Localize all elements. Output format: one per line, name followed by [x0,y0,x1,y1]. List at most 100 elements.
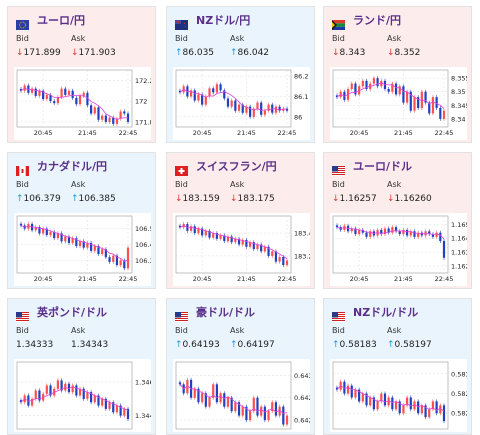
currency-pair-card[interactable]: 英ポンド/ドル Bid Ask 1.34333 1.34343 1.346 1.344 [7,298,156,435]
candle-body [241,406,244,416]
chart-frame [332,215,449,274]
arrow-up-icon: ↑ [387,340,395,350]
candle-body [108,402,111,409]
chart-x-tick-label: 22:45 [278,129,297,137]
arrow-up-icon: ↑ [230,340,238,350]
chart-y-tick-label: 8.345 [451,102,467,110]
candle-body [45,228,48,235]
chart-x-tick-label: 21:45 [237,275,256,283]
candle-body [343,381,346,394]
bid-value: ↑106.379 [16,194,61,204]
chart-y-tick-label: 1.162 [451,263,467,271]
currency-pair-name[interactable]: NZドル/ドル [353,306,419,319]
currency-pair-card[interactable]: NZドル/円 Bid Ask ↑86.035 ↑86.042 86.2 86.1 86 20:4… [166,6,315,143]
card-title[interactable]: NZドル/円 [175,13,251,30]
moving-average-line [336,385,445,412]
candlestick-chart[interactable]: 1.346 1.344 [14,359,151,432]
candle-body [186,379,189,394]
candle-body [226,98,230,107]
candle-body [274,106,278,113]
chart-x-tick-label: 21:45 [78,275,97,283]
currency-pair-card[interactable]: ランド/円BidAsk↓8.343↓8.3528.3558.358.3458.3… [323,6,472,143]
ask-label: Ask [230,34,245,43]
candle-body [178,382,182,385]
card-title[interactable]: スイスフラン/円 [175,159,277,176]
card-title[interactable]: ユーロ/ドル [332,159,413,176]
chart-y-tick-label: 86.2 [294,73,308,81]
candlestick-chart[interactable]: 172.2 172 171.8 20:45 21:45 22:45 [14,67,151,140]
candle-body [204,230,207,236]
currency-pair-card[interactable]: ユーロ/ドルBidAsk↓1.16257↓1.162601.1651.1641.… [323,152,472,289]
fx-rate-grid: ユーロ/円BidAsk↓171.899↓171.903172.2172171.8… [7,6,472,435]
currency-pair-name[interactable]: 英ポンド/ドル [37,306,108,319]
card-title[interactable]: カナダドル/円 [16,159,108,176]
candle-body [409,397,412,410]
currency-pair-name[interactable]: ユーロ/ドル [353,160,413,173]
arrow-down-icon: ↓ [175,194,183,204]
currency-pair-name[interactable]: ランド/円 [353,14,402,27]
candle-body [267,246,270,256]
candle-body [263,246,266,252]
candlestick-chart[interactable]: 0.643 0.6425 0.642 [173,359,310,432]
currency-pair-card[interactable]: スイスフラン/円BidAsk↓183.159↓183.175183.4183.2… [166,152,315,289]
candle-body [431,234,435,237]
candle-body [90,242,93,251]
card-title[interactable]: ランド/円 [332,13,402,30]
candle-body [394,83,398,95]
candle-body [263,406,266,421]
currency-pair-name[interactable]: カナダドル/円 [37,160,108,173]
currency-pair-name[interactable]: ユーロ/円 [37,14,86,27]
candlestick-chart[interactable]: 183.4 183.2 20:45 21:45 22:45 [173,213,310,286]
currency-pair-card[interactable]: カナダドル/円BidAsk↑106.379↑106.385106.5106.41… [7,152,156,289]
bid-label: Bid [332,326,345,335]
candlestick-chart[interactable]: 8.355 8.35 8.345 8.34 20:45 21:45 22:45 [330,67,467,140]
ask-value: 1.34343 [71,340,109,350]
candle-body [274,251,278,262]
currency-pair-name[interactable]: 豪ドル/ドル [196,306,256,319]
card-title[interactable]: NZドル/ドル [332,305,419,322]
eu-flag-icon [16,15,29,30]
candlestick-chart[interactable]: 106.5 106.4 106.3 20:45 21:45 22:45 [14,213,151,286]
candle-body [219,393,222,403]
currency-pair-name[interactable]: NZドル/円 [196,14,251,27]
currency-pair-card[interactable]: 豪ドル/ドルBidAsk↑0.64193↑0.641970.6430.64250… [166,298,315,435]
candle-body [197,228,200,234]
candlestick-chart[interactable]: 0.583 0.5825 0.582 [330,359,467,432]
candle-body [56,380,59,389]
chart-frame [16,69,133,128]
candle-body [42,228,45,234]
candle-body [67,236,71,243]
candle-body [230,397,233,412]
card-title[interactable]: ユーロ/円 [16,13,86,30]
candlestick-chart[interactable]: 1.165 1.164 1.163 1.162 20:45 21:45 22:45 [330,213,467,286]
candle-body [282,257,285,266]
card-title[interactable]: 豪ドル/ドル [175,305,256,322]
currency-pair-card[interactable]: ユーロ/円BidAsk↓171.899↓171.903172.2172171.8… [7,6,156,143]
candle-body [271,251,274,256]
candle-body [197,388,200,403]
uk-flag-icon [16,307,29,322]
candle-body [431,401,435,410]
card-title[interactable]: 英ポンド/ドル [16,305,108,322]
candle-body [126,247,130,269]
candle-body [358,229,361,235]
candle-body [249,242,252,247]
candle-body [189,226,193,231]
candle-body [282,406,285,425]
ask-label: Ask [230,180,245,189]
candle-body [372,78,375,84]
candle-body [201,228,204,236]
chart-y-tick-label: 106.4 [135,241,151,249]
currency-pair-name[interactable]: スイスフラン/円 [196,160,277,173]
currency-pair-card[interactable]: NZドル/ドルBidAsk↑0.58183↑0.581970.5830.5825… [323,298,472,435]
arrow-down-icon: ↓ [387,48,395,58]
candle-body [350,83,353,89]
arrow-up-icon: ↑ [71,194,79,204]
price-number: 183.175 [237,194,275,204]
bid-label: Bid [175,34,188,43]
candle-body [358,389,361,402]
candle-body [90,105,93,114]
candle-body [249,106,252,117]
ask-label: Ask [387,180,402,189]
candlestick-chart[interactable]: 86.2 86.1 86 20:45 21:45 22:45 [173,67,310,140]
